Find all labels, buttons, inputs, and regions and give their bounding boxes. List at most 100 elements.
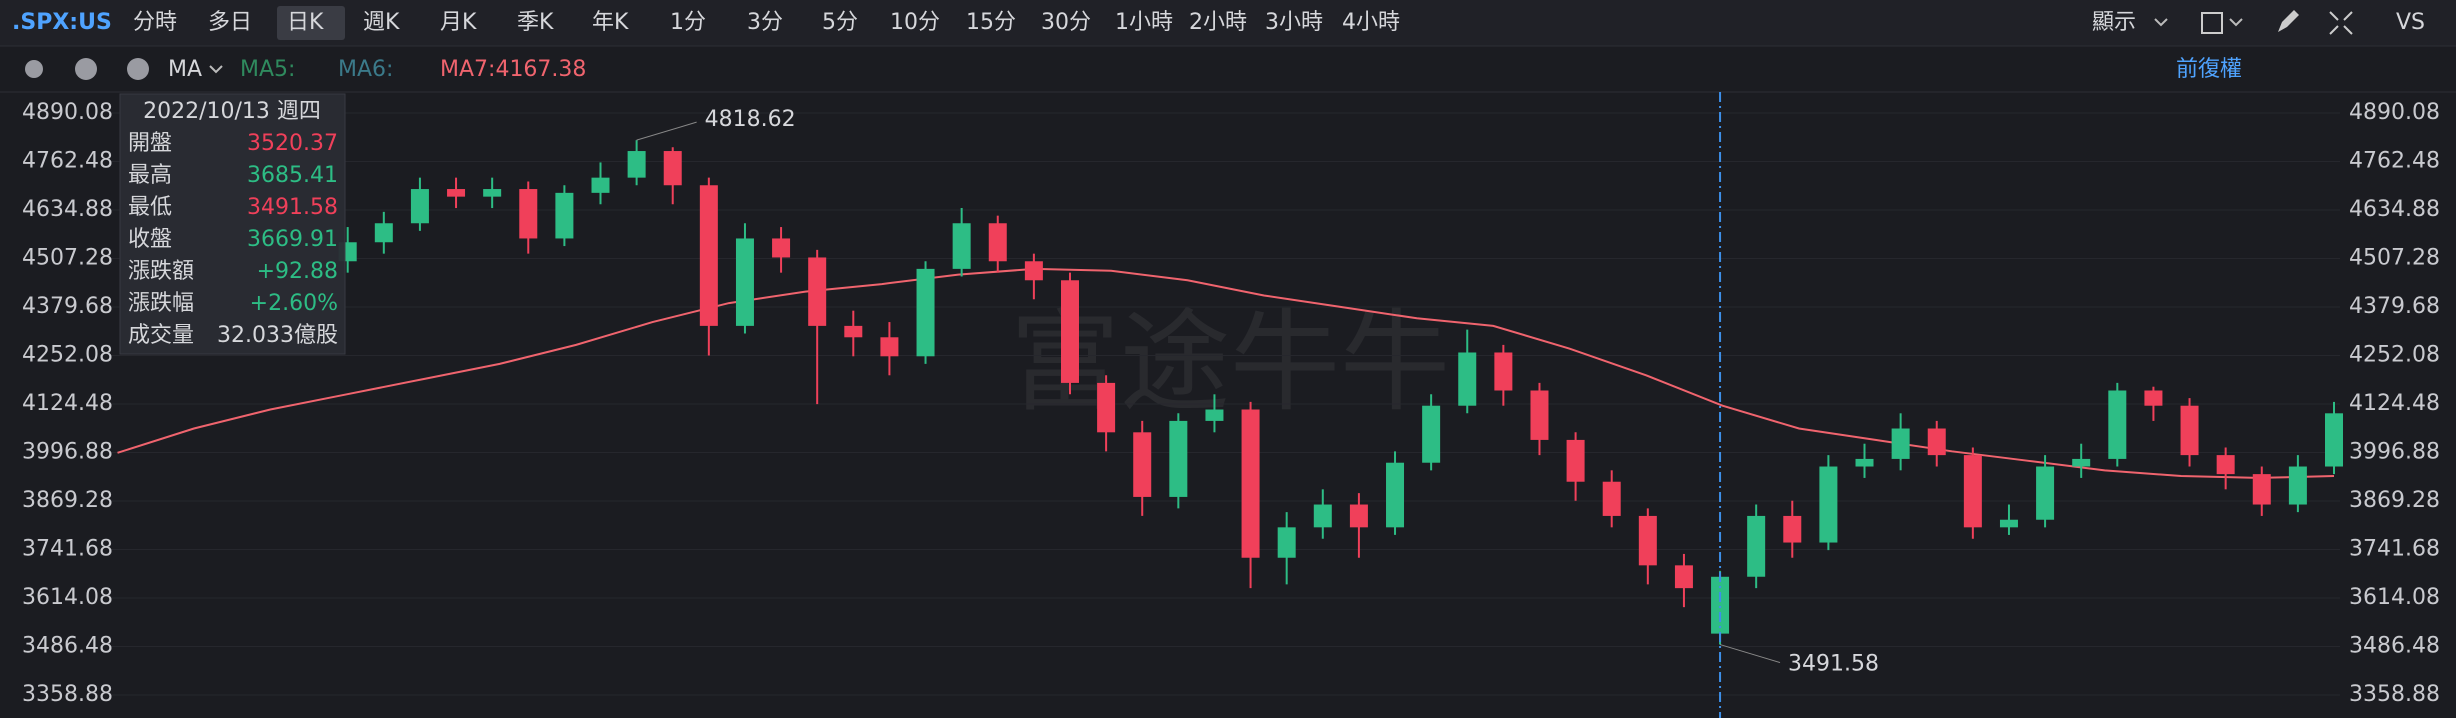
ma-label: MA7:4167.38 — [440, 57, 586, 82]
timeframe-tab[interactable]: 4小時 — [1342, 10, 1400, 35]
candle-body — [735, 238, 754, 326]
indicator-name[interactable]: MA — [168, 57, 202, 82]
watermark: 富途牛牛 — [1010, 298, 1450, 426]
candle-body — [483, 189, 502, 197]
compress-icon[interactable] — [2329, 11, 2353, 35]
candle-body — [591, 177, 610, 193]
candle-body — [988, 223, 1007, 262]
y-tick-label: 3741.68 — [2349, 537, 2440, 562]
timeframe-tab[interactable]: 5分 — [822, 10, 858, 35]
y-tick-label: 3614.08 — [22, 585, 113, 610]
candle-body — [1241, 409, 1260, 558]
candle-body — [447, 189, 466, 197]
high-annotation: 4818.62 — [705, 107, 796, 132]
y-tick-label: 3869.28 — [22, 488, 113, 513]
timeframe-tab[interactable]: 年K — [592, 10, 629, 35]
candle-body — [1747, 515, 1766, 577]
candle-body — [952, 223, 971, 269]
candle-body — [2288, 466, 2307, 505]
candle-body — [2252, 474, 2271, 505]
candle-body — [1277, 527, 1296, 558]
draw-icon[interactable] — [2278, 10, 2299, 32]
candle-body — [1386, 462, 1405, 528]
close-icon[interactable] — [127, 58, 149, 80]
timeframe-tab[interactable]: 30分 — [1041, 10, 1091, 35]
candle-body — [1855, 458, 1874, 467]
timeframe-tab[interactable]: 月K — [440, 10, 477, 35]
candle-body — [2325, 413, 2343, 467]
timeframe-tab[interactable]: 1小時 — [1115, 10, 1173, 35]
timeframe-tab[interactable]: 季K — [517, 10, 554, 35]
y-tick-label: 3996.88 — [2349, 440, 2440, 465]
tooltip-label: 成交量 — [128, 323, 194, 348]
timeframe-tab[interactable]: 10分 — [890, 10, 940, 35]
dropdown-icon — [2229, 18, 2243, 27]
tooltip-label: 最高 — [128, 163, 172, 188]
y-tick-label: 4124.48 — [22, 391, 113, 416]
square-icon[interactable] — [2201, 12, 2223, 34]
tooltip: 2022/10/13 週四 開盤 3520.37 最高 3685.41 最低 3491.5… — [119, 93, 346, 355]
tooltip-value: +92.88 — [257, 259, 338, 284]
compare-button[interactable]: VS — [2396, 10, 2425, 35]
timeframe-tab[interactable]: 2小時 — [1189, 10, 1247, 35]
symbol[interactable]: .SPX:US — [12, 10, 112, 35]
candle-body — [1494, 352, 1513, 391]
candle-body — [1422, 405, 1441, 463]
candle-body — [1711, 576, 1730, 634]
y-tick-label: 4890.08 — [22, 100, 113, 125]
y-tick-label: 3486.48 — [2349, 634, 2440, 659]
candle-body — [2036, 466, 2055, 520]
active-tab — [277, 6, 345, 40]
candle-body — [1097, 382, 1116, 433]
tooltip-value: 3520.37 — [247, 131, 338, 156]
candle-body — [1349, 504, 1368, 528]
candle-body — [1638, 515, 1657, 566]
candle-body — [1674, 565, 1693, 589]
adjust-menu[interactable]: 前復權 — [2176, 57, 2242, 82]
tooltip-label: 開盤 — [128, 131, 172, 156]
y-tick-label: 3869.28 — [2349, 488, 2440, 513]
y-tick-label: 4507.28 — [2349, 246, 2440, 271]
candle-body — [1060, 280, 1079, 383]
candle-body — [1819, 466, 1838, 543]
collapse-icon[interactable] — [75, 58, 97, 80]
candle-body — [555, 192, 574, 239]
candle-body — [2072, 458, 2091, 467]
candle-body — [1024, 261, 1043, 281]
tooltip-label: 漲跌幅 — [128, 291, 194, 316]
candle-body — [2216, 455, 2235, 475]
tooltip-box — [119, 93, 346, 355]
timeframe-tab[interactable]: 週K — [363, 10, 400, 35]
candle-body — [844, 325, 863, 338]
timeframe-tab[interactable]: 3小時 — [1265, 10, 1323, 35]
candle-body — [1313, 504, 1332, 528]
timeframe-tab[interactable]: 日K — [287, 10, 324, 35]
display-menu[interactable]: 顯示 — [2092, 10, 2136, 35]
candle-body — [1927, 428, 1946, 456]
candle-body — [2108, 390, 2127, 459]
y-tick-label: 3358.88 — [22, 682, 113, 707]
candle-body — [916, 268, 935, 357]
candle-body — [2144, 390, 2163, 406]
timeframe-tab[interactable]: 3分 — [747, 10, 783, 35]
y-tick-label: 4634.88 — [22, 197, 113, 222]
candle-body — [519, 189, 538, 239]
timeframe-tab[interactable]: 15分 — [966, 10, 1016, 35]
y-tick-label: 4762.48 — [22, 149, 113, 174]
dropdown-icon — [209, 65, 223, 74]
timeframe-tab[interactable]: 多日 — [208, 10, 252, 35]
settings-icon[interactable] — [25, 60, 43, 78]
dropdown-icon — [2154, 18, 2168, 27]
candle-body — [627, 151, 646, 178]
plot-area: 富途牛牛 4890.08 4890.08 4762.48 4762.48 4634.88 4… — [22, 92, 2440, 718]
tooltip-value: 3685.41 — [247, 163, 338, 188]
tooltip-label: 收盤 — [128, 227, 172, 252]
candle-body — [1891, 428, 1910, 459]
timeframe-tab[interactable]: 分時 — [133, 10, 177, 35]
tooltip-date: 2022/10/13 週四 — [143, 99, 321, 124]
candle-body — [1205, 409, 1224, 421]
y-tick-label: 3996.88 — [22, 440, 113, 465]
timeframe-tab[interactable]: 1分 — [670, 10, 706, 35]
